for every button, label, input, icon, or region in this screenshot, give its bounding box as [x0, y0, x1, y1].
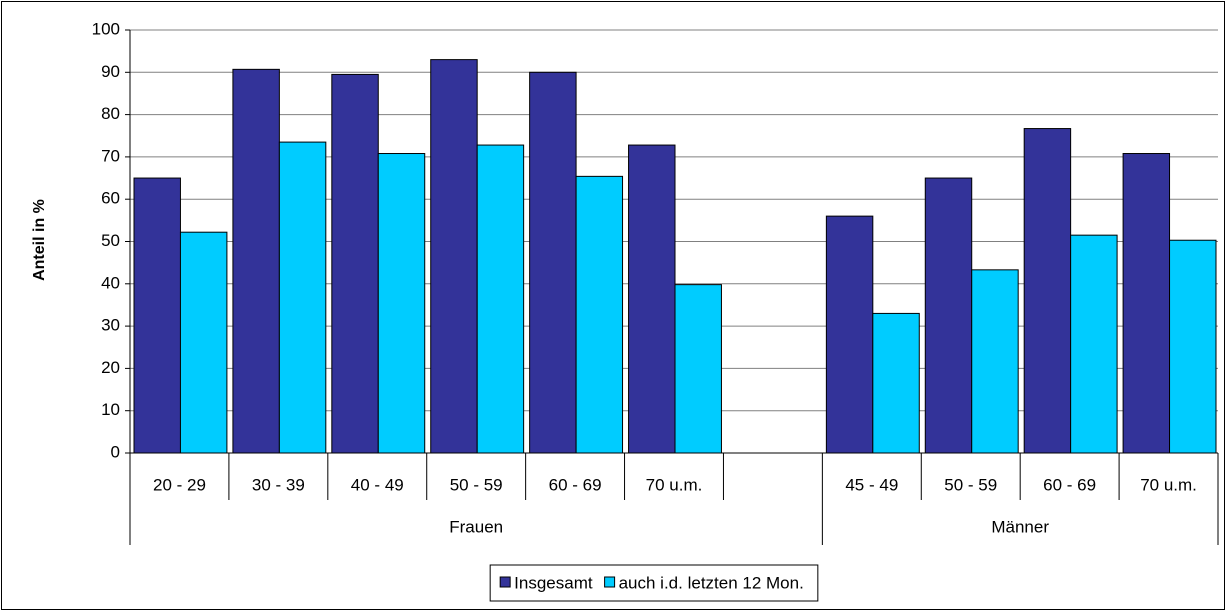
x-tick-label: 70 u.m.	[1140, 475, 1197, 494]
legend-box	[489, 564, 819, 602]
bar	[575, 175, 624, 454]
y-tick-label: 20	[101, 358, 120, 377]
bar	[1169, 239, 1217, 454]
bar	[331, 73, 379, 454]
x-tick-label: 40 - 49	[351, 475, 404, 494]
bar	[825, 215, 874, 454]
group-label: Frauen	[449, 517, 503, 536]
legend-swatch	[604, 576, 616, 588]
bar	[232, 68, 280, 454]
x-tick-label: 50 - 59	[450, 475, 503, 494]
bar	[924, 177, 973, 454]
group-label: Männer	[991, 517, 1049, 536]
bar	[628, 144, 676, 454]
y-tick-label: 80	[101, 104, 120, 123]
y-tick-label: 40	[101, 273, 120, 292]
bar	[133, 177, 181, 454]
bar	[971, 269, 1019, 454]
bar	[377, 153, 426, 454]
x-tick-label: 50 - 59	[944, 475, 997, 494]
y-tick-label: 30	[101, 316, 120, 335]
x-tick-label: 45 - 49	[845, 475, 898, 494]
x-tick-label: 30 - 39	[252, 475, 305, 494]
legend-label: Insgesamt	[514, 573, 593, 592]
y-tick-label: 100	[92, 19, 120, 38]
x-tick-label: 20 - 29	[153, 475, 206, 494]
x-tick-label: 60 - 69	[1043, 475, 1096, 494]
y-tick-label: 0	[111, 442, 120, 461]
legend-label: auch i.d. letzten 12 Mon.	[619, 573, 804, 592]
y-tick-label: 50	[101, 231, 120, 250]
bar	[674, 284, 722, 454]
y-tick-label: 70	[101, 146, 120, 165]
bar	[1122, 153, 1171, 454]
y-axis-label: Anteil in %	[31, 199, 48, 281]
x-tick-label: 70 u.m.	[646, 475, 703, 494]
bar	[179, 231, 228, 454]
bar	[1070, 234, 1118, 454]
bar	[529, 71, 577, 454]
bar	[430, 59, 478, 454]
bar	[872, 312, 920, 454]
bar	[278, 141, 327, 454]
legend-swatch	[499, 576, 511, 588]
bar	[476, 144, 525, 454]
y-tick-label: 60	[101, 189, 120, 208]
y-tick-label: 10	[101, 400, 120, 419]
y-tick-label: 90	[101, 62, 120, 81]
bar	[1023, 128, 1072, 454]
x-tick-label: 60 - 69	[549, 475, 602, 494]
